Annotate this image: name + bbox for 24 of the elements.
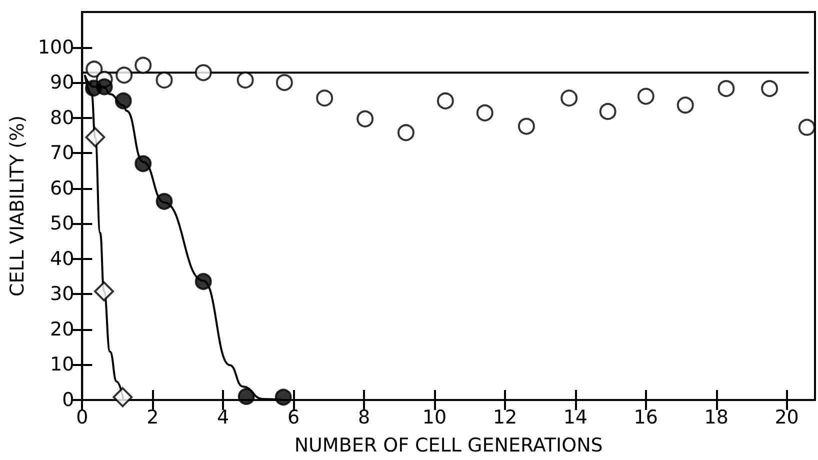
y-tick-label: 30	[50, 283, 74, 306]
y-tick-label: 40	[50, 248, 74, 270]
x-tick-label: 4	[217, 406, 230, 428]
y-axis-title: CELL VIABILITY (%)	[6, 115, 28, 297]
x-tick-label: 18	[704, 406, 728, 428]
x-tick-label: 10	[422, 406, 447, 428]
x-tick-label: 14	[563, 406, 588, 428]
y-tick-label: 10	[50, 354, 74, 376]
y-tick-label: 50	[50, 212, 74, 235]
x-axis-title: NUMBER OF CELL GENERATIONS	[294, 434, 603, 456]
x-tick-label: 16	[634, 406, 658, 428]
y-tick-label: 60	[50, 177, 74, 200]
y-tick-label: 0	[62, 389, 74, 411]
x-tick-label: 12	[492, 406, 518, 428]
x-tick-label: 20	[774, 406, 799, 428]
x-tick-label: 2	[146, 406, 159, 428]
x-tick-label: 6	[288, 406, 300, 428]
y-tick-label: 100	[38, 36, 74, 58]
y-tick-label: 90	[50, 72, 74, 94]
y-tick-label: 80	[50, 106, 74, 129]
x-tick-label: 8	[358, 406, 370, 428]
x-tick-label: 0	[76, 406, 88, 428]
y-tick-label: 70	[50, 142, 74, 164]
y-tick-label: 20	[50, 318, 74, 340]
